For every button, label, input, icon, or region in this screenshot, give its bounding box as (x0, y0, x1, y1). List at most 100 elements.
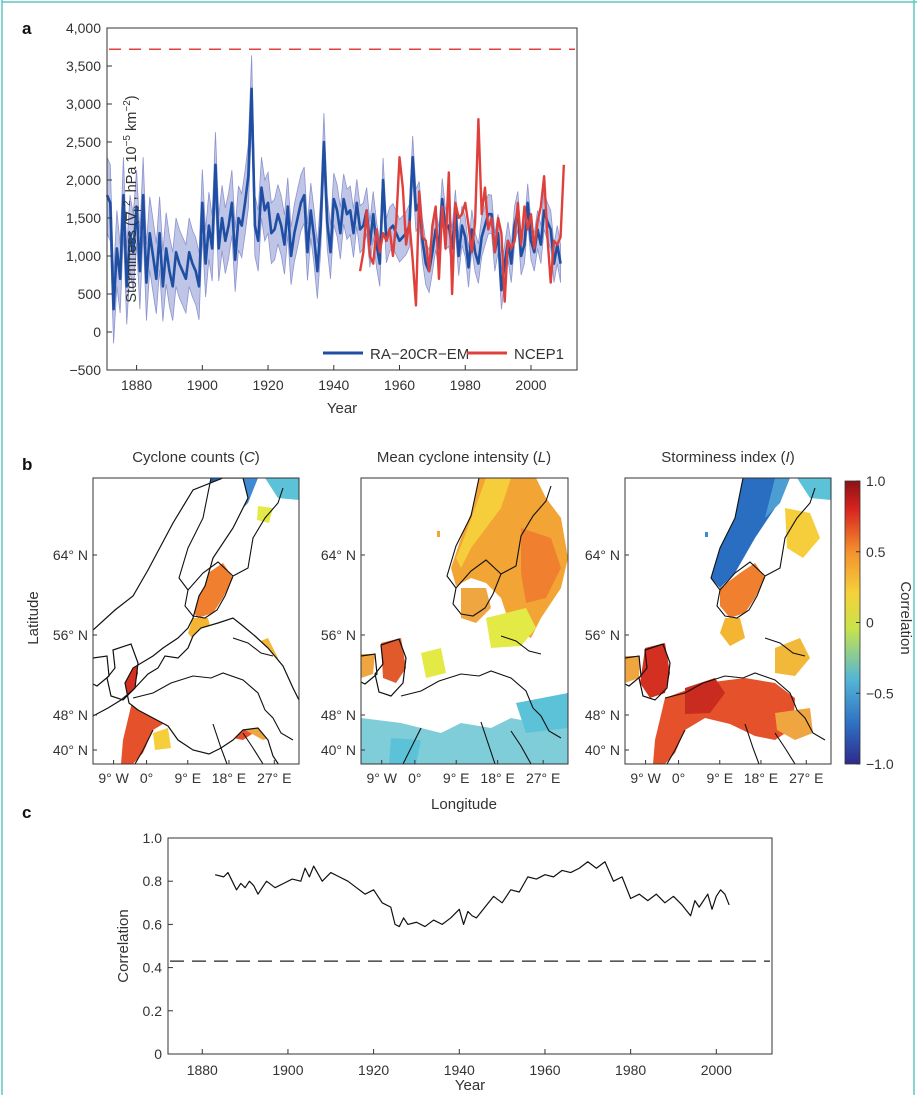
panel-a-ytick-label: 2,000 (66, 172, 101, 188)
map-3-title: Storminess index (I) (661, 449, 794, 466)
map-1-xtick-label: 9° W (98, 770, 129, 786)
panel-a-xtick-label: 1960 (384, 377, 415, 393)
ylabel-sup: 2 (122, 200, 133, 206)
panel-c-chart: 1880 1900 1920 1940 1960 1980 2000 1.0 0.8 0.6 0.… (115, 830, 773, 1094)
map-ticks: 64° N 56° N 48° N 40° N 9° W 0° 9° E 18° E 27° E… (53, 547, 824, 786)
panel-a-xtick-label: 1920 (252, 377, 283, 393)
legend-label-ra20cr: RA−20CR−EM (370, 346, 469, 363)
colorbar-tick-label: 1.0 (866, 473, 886, 489)
map-1-ytick-label: 56° N (53, 627, 88, 643)
panel-a-ytick-label: 0 (93, 324, 101, 340)
map-storminess-index (625, 478, 831, 764)
map-1-xtick-label: 0° (140, 770, 153, 786)
panel-a-x-ticks: 1880 1900 1920 1940 1960 1980 2000 (121, 365, 547, 393)
map-2-title: Mean cyclone intensity (L) (377, 449, 551, 466)
panel-c-ytick-label: 0.4 (143, 960, 163, 976)
map-3-ytick-label: 48° N (585, 707, 620, 723)
colorbar-label: Correlation (897, 581, 914, 654)
panel-a-xtick-label: 1880 (121, 377, 152, 393)
panel-a-xlabel: Year (327, 400, 357, 417)
panel-a-ytick-label: 1,000 (66, 248, 101, 264)
map-3-ytick-label: 56° N (585, 627, 620, 643)
panel-c-axes (167, 837, 773, 1055)
map-2-ytick-label: 64° N (321, 547, 356, 563)
map-3-xtick-label: 9° E (706, 770, 733, 786)
ylabel-close: ) (124, 95, 140, 100)
map-3-xtick-label: 18° E (744, 770, 778, 786)
panel-a-series (105, 87, 566, 311)
map-3-xtick-label: 27° E (789, 770, 823, 786)
panel-a-xtick-label: 1940 (318, 377, 349, 393)
map-3-coast (624, 477, 826, 765)
map-1-xtick-label: 9° E (174, 770, 201, 786)
panel-a-legend: RA−20CR−EM NCEP1 (323, 346, 564, 363)
panel-c-ytick-label: 0.8 (143, 873, 163, 889)
map-2-xtick-label: 0° (408, 770, 421, 786)
map-1-ytick-label: 64° N (53, 547, 88, 563)
panel-c-letter: c (22, 803, 31, 822)
panel-c-ytick-label: 0 (154, 1046, 162, 1062)
map-1-ytick-label: 40° N (53, 742, 88, 758)
panel-a-ytick-label: −500 (69, 362, 101, 378)
map-cyclone-counts (93, 478, 299, 764)
map-1-xtick-label: 27° E (257, 770, 291, 786)
colorbar-ticks: 1.0 0.5 0 −0.5 −1.0 (856, 473, 894, 772)
map-1-coast (92, 477, 294, 765)
legend-label-ncep1: NCEP1 (514, 346, 564, 363)
panel-b-ylabel: Latitude (25, 591, 42, 644)
map-1-xtick-label: 18° E (212, 770, 246, 786)
map-1-ytick-label: 48° N (53, 707, 88, 723)
series-ncep1-line (358, 117, 566, 307)
panel-c-x-ticks: 1880 1900 1920 1940 1960 1980 2000 (187, 1049, 732, 1078)
map-3-ytick-label: 64° N (585, 547, 620, 563)
panel-a-y-ticks: 4,000 3,500 3,000 2,500 2,000 1,500 1,000 500 0 −… (66, 20, 112, 378)
panel-a-ytick-label: 2,500 (66, 134, 101, 150)
colorbar-tick-label: 0 (866, 615, 874, 631)
ylabel-unit: km (124, 112, 140, 135)
panel-a-axes (106, 27, 578, 371)
panel-c-xtick-label: 1940 (444, 1062, 475, 1078)
panel-c-ytick-label: 0.2 (143, 1003, 163, 1019)
panel-a-chart: 1880 1900 1920 1940 1960 1980 2000 4,000 3,500 3… (66, 20, 578, 417)
map-2-border (360, 477, 569, 765)
colorbar-tick-label: 0.5 (866, 544, 886, 560)
map-2-coast (360, 477, 562, 765)
panel-c-ylabel: Correlation (115, 909, 132, 982)
panel-a-ytick-label: 3,500 (66, 58, 101, 74)
map-3-border (624, 477, 832, 765)
panel-a-ytick-label: 4,000 (66, 20, 101, 36)
panel-b-xlabel: Longitude (431, 796, 497, 813)
panel-c-series (214, 861, 730, 928)
series-ra20cr-line (105, 87, 562, 311)
panel-c-xtick-label: 1960 (529, 1062, 560, 1078)
map-3-xtick-label: 0° (672, 770, 685, 786)
panel-c-ytick-label: 0.6 (143, 916, 163, 932)
colorbar-tick-label: −1.0 (866, 756, 894, 772)
ylabel-rest: , hPa 10 (124, 146, 140, 200)
panel-c-y-ticks: 1.0 0.8 0.6 0.4 0.2 0 (143, 830, 173, 1062)
map-3-ytick-label: 40° N (585, 742, 620, 758)
panel-c-ytick-label: 1.0 (143, 830, 163, 846)
panel-b-letter: b (22, 455, 32, 474)
panel-a-xtick-label: 1980 (450, 377, 481, 393)
map-3-xtick-label: 9° W (630, 770, 661, 786)
map-2-xtick-label: 27° E (526, 770, 560, 786)
panel-c-xtick-label: 1900 (272, 1062, 303, 1078)
map-2-ytick-label: 56° N (321, 627, 356, 643)
ylabel-sub: p (131, 206, 142, 212)
panel-a-ylabel: Storminess (∇p2, hPa 10−5 km−2) (122, 95, 142, 302)
panel-c-xtick-label: 2000 (701, 1062, 732, 1078)
map-2-xtick-label: 9° E (443, 770, 470, 786)
map-1-title: Cyclone counts (C) (132, 449, 260, 466)
map-1-border (92, 477, 300, 765)
panel-c-xlabel: Year (455, 1077, 485, 1094)
map-2-xtick-label: 9° W (366, 770, 397, 786)
map-2-ytick-label: 40° N (321, 742, 356, 758)
map-mean-intensity (361, 478, 568, 764)
ylabel-main: Storminess (∇ (124, 210, 140, 302)
map-2-ytick-label: 48° N (321, 707, 356, 723)
panel-c-xtick-label: 1880 (187, 1062, 218, 1078)
panel-c-correlation-line (214, 861, 730, 928)
panel-c-xtick-label: 1920 (358, 1062, 389, 1078)
